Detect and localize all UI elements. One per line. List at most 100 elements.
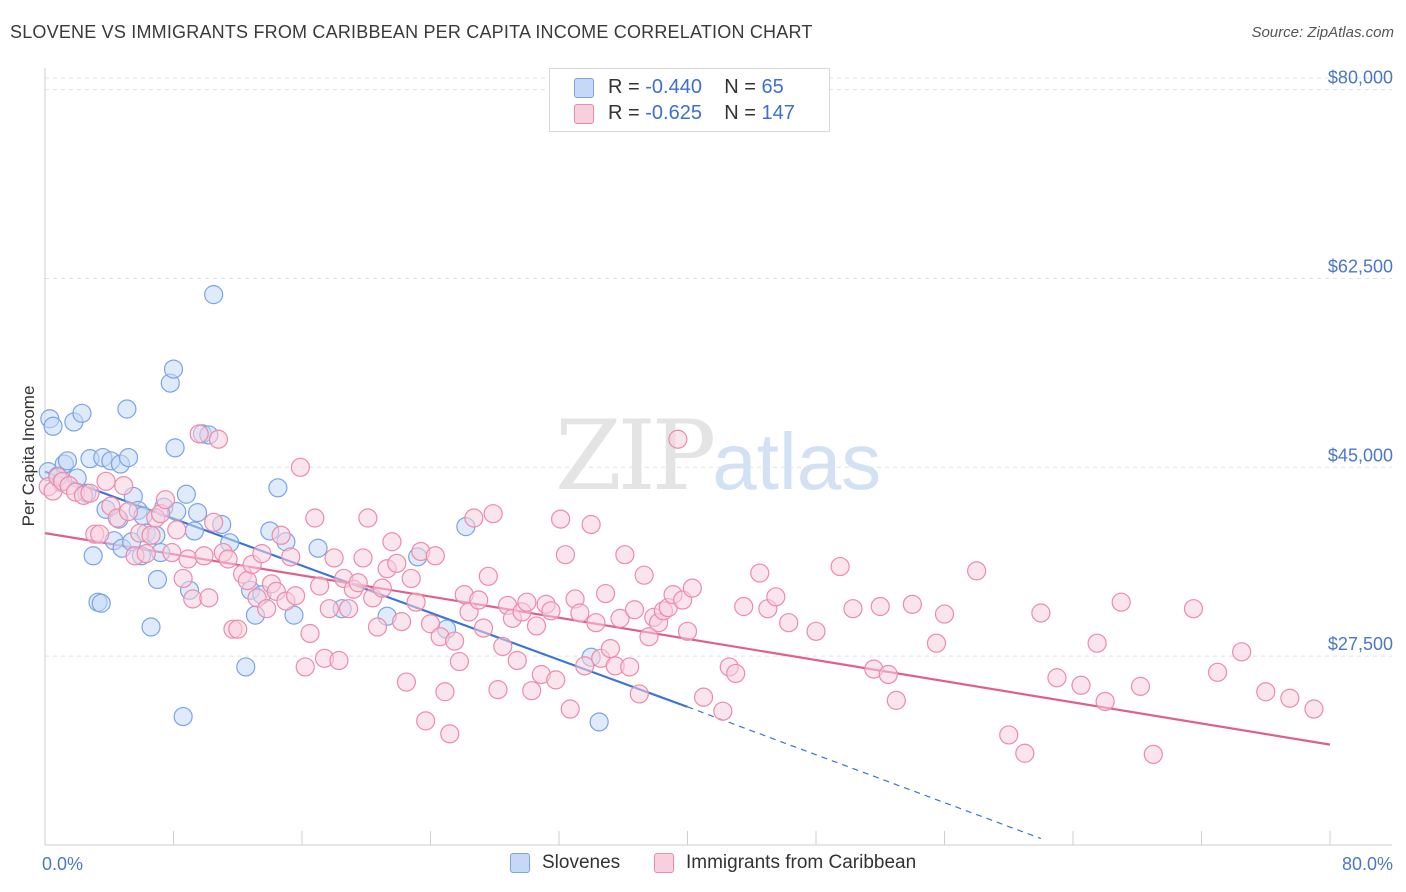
legend-r-label: R = bbox=[608, 102, 646, 124]
point-caribbean bbox=[1087, 633, 1107, 653]
point-caribbean bbox=[183, 589, 203, 609]
point-slovenes bbox=[118, 447, 139, 468]
point-caribbean bbox=[1207, 662, 1228, 682]
legend-n-label: N = bbox=[724, 76, 762, 98]
y-tick-label: $45,000 bbox=[1328, 445, 1393, 465]
point-caribbean bbox=[629, 684, 649, 704]
axes bbox=[44, 68, 1392, 846]
point-slovenes bbox=[43, 416, 63, 436]
point-slovenes bbox=[57, 451, 78, 471]
point-caribbean bbox=[926, 633, 947, 653]
point-caribbean bbox=[677, 621, 698, 641]
point-slovenes bbox=[173, 706, 193, 727]
point-caribbean bbox=[586, 613, 606, 633]
point-caribbean bbox=[560, 699, 580, 719]
point-caribbean bbox=[329, 650, 349, 671]
point-caribbean bbox=[843, 599, 863, 619]
point-caribbean bbox=[80, 483, 100, 503]
point-caribbean bbox=[668, 429, 688, 449]
point-caribbean bbox=[934, 604, 955, 624]
point-caribbean bbox=[830, 556, 850, 577]
legend-n-value: 65 bbox=[761, 76, 784, 98]
point-caribbean bbox=[295, 657, 315, 677]
point-caribbean bbox=[478, 566, 498, 586]
trend-line-slovenes-extension bbox=[687, 706, 1042, 840]
point-caribbean bbox=[338, 599, 359, 619]
legend-n-value: 147 bbox=[761, 102, 795, 124]
point-caribbean bbox=[425, 546, 445, 566]
point-caribbean bbox=[551, 509, 571, 529]
point-caribbean bbox=[870, 596, 890, 617]
point-caribbean bbox=[387, 553, 407, 573]
bottom-legend-swatch-slovenes bbox=[510, 853, 530, 873]
point-slovenes bbox=[268, 478, 288, 498]
point-caribbean bbox=[136, 544, 156, 564]
source-label: Source: ZipAtlas.com bbox=[1251, 24, 1394, 41]
legend-n-label: N = bbox=[724, 102, 762, 124]
legend-swatch-slovenes bbox=[574, 78, 594, 98]
bottom-legend-label: Slovenes bbox=[542, 852, 621, 873]
point-slovenes bbox=[236, 657, 256, 677]
point-caribbean bbox=[517, 592, 537, 612]
point-caribbean bbox=[886, 690, 906, 710]
point-caribbean bbox=[526, 616, 547, 636]
point-caribbean bbox=[610, 608, 630, 628]
point-caribbean bbox=[271, 525, 291, 545]
point-caribbean bbox=[493, 636, 513, 657]
point-slovenes bbox=[176, 484, 196, 504]
point-caribbean bbox=[1047, 668, 1067, 688]
point-caribbean bbox=[581, 514, 601, 535]
point-caribbean bbox=[473, 618, 494, 638]
point-caribbean bbox=[620, 657, 640, 677]
point-caribbean bbox=[1095, 691, 1115, 712]
point-caribbean bbox=[1256, 682, 1276, 702]
point-caribbean bbox=[440, 724, 460, 744]
point-caribbean bbox=[237, 571, 257, 591]
point-caribbean bbox=[218, 549, 238, 569]
point-caribbean bbox=[391, 612, 412, 632]
point-slovenes bbox=[187, 503, 208, 523]
point-caribbean bbox=[420, 614, 441, 634]
y-tick-label: $27,500 bbox=[1328, 634, 1393, 654]
chart-title: SLOVENE VS IMMIGRANTS FROM CARIBBEAN PER… bbox=[10, 22, 813, 42]
point-caribbean bbox=[319, 599, 339, 619]
point-caribbean bbox=[96, 471, 116, 491]
point-caribbean bbox=[372, 578, 392, 598]
point-caribbean bbox=[1143, 744, 1163, 764]
point-caribbean bbox=[208, 429, 229, 449]
point-caribbean bbox=[766, 587, 786, 607]
y-tick-label: $80,000 bbox=[1328, 68, 1393, 88]
point-caribbean bbox=[348, 573, 368, 593]
point-caribbean bbox=[624, 600, 645, 620]
point-caribbean bbox=[310, 576, 330, 596]
point-caribbean bbox=[290, 457, 310, 477]
point-caribbean bbox=[469, 590, 489, 610]
point-caribbean bbox=[1130, 676, 1151, 696]
point-caribbean bbox=[1280, 688, 1300, 708]
point-caribbean bbox=[546, 670, 566, 690]
point-caribbean bbox=[750, 563, 770, 583]
point-caribbean bbox=[541, 601, 561, 621]
bottom-legend-swatch-caribbean bbox=[654, 853, 674, 873]
point-slovenes bbox=[117, 399, 137, 419]
point-caribbean bbox=[173, 568, 193, 589]
point-slovenes bbox=[589, 712, 609, 732]
point-caribbean bbox=[570, 603, 590, 623]
watermark-zip: ZIP bbox=[555, 400, 716, 512]
point-caribbean bbox=[367, 617, 388, 637]
point-caribbean bbox=[396, 672, 417, 692]
point-caribbean bbox=[693, 687, 714, 707]
point-slovenes bbox=[72, 403, 92, 423]
point-slovenes bbox=[147, 569, 168, 590]
point-caribbean bbox=[967, 561, 987, 581]
point-caribbean bbox=[305, 508, 325, 528]
point-slovenes bbox=[308, 538, 328, 558]
point-caribbean bbox=[194, 546, 214, 566]
point-caribbean bbox=[639, 627, 659, 647]
point-caribbean bbox=[324, 548, 344, 568]
point-slovenes bbox=[184, 521, 204, 541]
point-caribbean bbox=[483, 504, 503, 524]
point-caribbean bbox=[488, 679, 508, 700]
y-tick-label: $62,500 bbox=[1328, 256, 1393, 276]
point-caribbean bbox=[734, 596, 754, 617]
